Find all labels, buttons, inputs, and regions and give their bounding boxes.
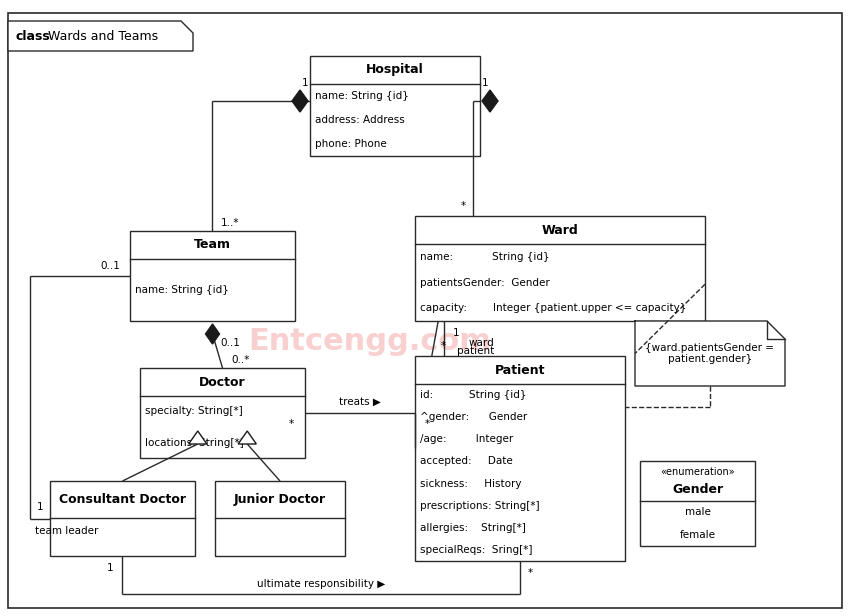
Text: Doctor: Doctor bbox=[199, 376, 246, 389]
Text: name: String {id}: name: String {id} bbox=[135, 285, 229, 295]
Text: specialReqs:  Sring[*]: specialReqs: Sring[*] bbox=[420, 545, 532, 555]
Text: 1: 1 bbox=[37, 501, 43, 511]
Text: locations: String[*]: locations: String[*] bbox=[145, 437, 244, 447]
Text: team leader: team leader bbox=[35, 525, 99, 535]
Bar bbox=[310, 56, 480, 156]
Text: «enumeration»: «enumeration» bbox=[660, 467, 734, 477]
Bar bbox=[415, 356, 625, 561]
Text: treats ▶: treats ▶ bbox=[339, 397, 381, 407]
Text: female: female bbox=[679, 530, 716, 540]
Text: 1: 1 bbox=[302, 78, 309, 88]
Text: capacity:        Integer {patient.upper <= capacity}: capacity: Integer {patient.upper <= capa… bbox=[420, 303, 686, 313]
Text: 1: 1 bbox=[107, 563, 114, 573]
Text: *: * bbox=[424, 419, 429, 429]
Text: *: * bbox=[288, 419, 293, 429]
Text: address: Address: address: Address bbox=[315, 115, 405, 125]
Text: prescriptions: String[*]: prescriptions: String[*] bbox=[420, 501, 540, 511]
Text: *: * bbox=[528, 568, 533, 578]
Text: allergies:    String[*]: allergies: String[*] bbox=[420, 523, 526, 533]
Polygon shape bbox=[8, 21, 193, 51]
Bar bbox=[130, 231, 295, 321]
Text: ultimate responsibility ▶: ultimate responsibility ▶ bbox=[257, 579, 385, 589]
Text: 1..*: 1..* bbox=[221, 218, 240, 228]
Text: 0..1: 0..1 bbox=[100, 261, 120, 271]
Text: 1: 1 bbox=[453, 328, 460, 338]
Bar bbox=[415, 216, 705, 321]
Text: 0..*: 0..* bbox=[231, 355, 250, 365]
Bar bbox=[215, 481, 345, 556]
Text: /age:         Integer: /age: Integer bbox=[420, 434, 513, 444]
Text: patient: patient bbox=[456, 346, 494, 356]
Text: Ward: Ward bbox=[541, 224, 578, 237]
Text: accepted:     Date: accepted: Date bbox=[420, 456, 513, 466]
Text: ^gender:      Gender: ^gender: Gender bbox=[420, 412, 527, 422]
Polygon shape bbox=[189, 431, 207, 444]
Text: male: male bbox=[684, 507, 711, 517]
Text: Team: Team bbox=[194, 238, 231, 251]
Polygon shape bbox=[292, 90, 308, 112]
Text: sickness:     History: sickness: History bbox=[420, 479, 522, 488]
Bar bbox=[140, 368, 305, 458]
Text: Wards and Teams: Wards and Teams bbox=[44, 30, 158, 43]
Text: *: * bbox=[461, 201, 466, 211]
Text: Patient: Patient bbox=[495, 363, 545, 376]
Text: Junior Doctor: Junior Doctor bbox=[234, 493, 326, 506]
Text: 1: 1 bbox=[482, 78, 488, 88]
Bar bbox=[640, 461, 755, 546]
Text: id:           String {id}: id: String {id} bbox=[420, 390, 526, 400]
Text: Gender: Gender bbox=[672, 484, 723, 496]
Text: 0..1: 0..1 bbox=[220, 338, 241, 348]
Text: ward: ward bbox=[468, 338, 494, 348]
Text: Entcengg.com: Entcengg.com bbox=[248, 326, 491, 355]
Bar bbox=[50, 481, 195, 556]
Text: {ward.patientsGender =
patient.gender}: {ward.patientsGender = patient.gender} bbox=[645, 342, 774, 364]
Text: phone: Phone: phone: Phone bbox=[315, 139, 387, 149]
Text: patientsGender:  Gender: patientsGender: Gender bbox=[420, 277, 550, 288]
Polygon shape bbox=[238, 431, 257, 444]
Text: *: * bbox=[441, 341, 446, 351]
Text: name: String {id}: name: String {id} bbox=[315, 91, 409, 101]
Text: specialty: String[*]: specialty: String[*] bbox=[145, 407, 243, 416]
Text: Hospital: Hospital bbox=[366, 63, 424, 76]
Polygon shape bbox=[482, 90, 498, 112]
Text: class: class bbox=[16, 30, 51, 43]
Text: Consultant Doctor: Consultant Doctor bbox=[59, 493, 186, 506]
Text: name:            String {id}: name: String {id} bbox=[420, 252, 550, 262]
Bar bbox=[635, 321, 785, 386]
Polygon shape bbox=[206, 324, 219, 344]
